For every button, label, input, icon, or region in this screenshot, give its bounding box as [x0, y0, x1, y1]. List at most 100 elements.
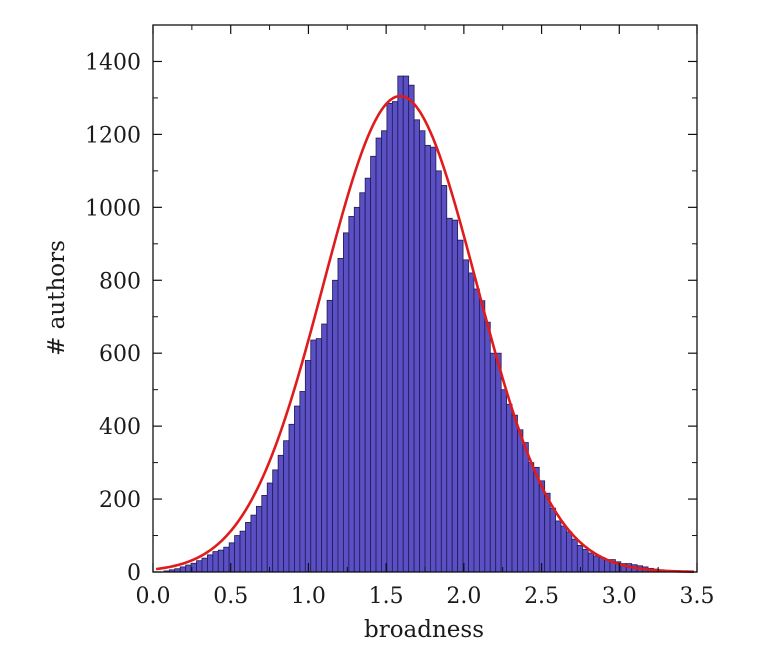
histogram-bars: [163, 75, 692, 573]
histogram-bar: [495, 352, 502, 573]
histogram-bar: [451, 219, 459, 573]
histogram-bar: [549, 507, 556, 573]
histogram-bar: [391, 101, 399, 573]
histogram-bar: [473, 288, 480, 573]
histogram-bar: [386, 103, 393, 573]
histogram-bar: [185, 564, 192, 573]
histogram-bar: [424, 144, 431, 573]
histogram-bar: [527, 462, 535, 573]
histogram-bar: [245, 522, 252, 573]
histogram-bar: [315, 338, 323, 573]
y-tick-label: 600: [99, 342, 141, 367]
x-tick-label: 1.0: [291, 584, 326, 609]
x-tick-label: 0.0: [136, 584, 171, 609]
x-tick-label: 0.5: [213, 584, 248, 609]
histogram-bar: [212, 551, 219, 573]
histogram-bar: [533, 466, 540, 573]
histogram-bar: [342, 232, 350, 573]
histogram-bar: [522, 442, 529, 573]
histogram-bar: [326, 299, 333, 573]
histogram-bar: [489, 352, 497, 573]
histogram-bar: [397, 75, 404, 573]
histogram-bar: [560, 525, 567, 573]
x-tick-label: 3.0: [602, 584, 637, 609]
histogram-bar: [402, 75, 410, 573]
histogram-bar: [593, 555, 600, 573]
y-tick-label: 1000: [85, 196, 141, 221]
y-axis-ticks: 0 200 400 600 800 1000 1200 1400: [85, 50, 697, 586]
x-tick-label: 1.5: [369, 584, 404, 609]
y-axis-label: # authors: [44, 240, 70, 356]
histogram-bar: [272, 469, 279, 573]
histogram-bar: [266, 482, 274, 573]
histogram-bar: [419, 130, 426, 573]
y-tick-label: 800: [99, 269, 141, 294]
histogram-bar: [500, 389, 508, 573]
histogram-bar: [511, 414, 518, 573]
histogram-bar: [228, 542, 236, 573]
histogram-bar: [435, 170, 442, 573]
histogram-bar: [255, 505, 263, 573]
histogram-bar: [239, 530, 246, 573]
histogram-bar: [555, 520, 562, 573]
histogram-bar: [440, 185, 448, 573]
gaussian-fit: [155, 94, 694, 573]
histogram-bar: [337, 257, 344, 573]
histogram-bar: [179, 566, 187, 573]
histogram-bar: [544, 492, 551, 573]
histogram-bar: [299, 391, 306, 573]
histogram-bar: [277, 454, 284, 573]
y-tick-label: 200: [99, 488, 141, 513]
histogram-bar: [587, 552, 595, 573]
histogram-bar: [359, 192, 366, 573]
histogram-bar: [517, 429, 524, 573]
histogram-bar: [478, 300, 486, 573]
x-axis-label: broadness: [364, 617, 484, 643]
histogram-bar: [283, 440, 290, 573]
histogram-bar: [310, 339, 317, 573]
histogram-bar: [288, 423, 295, 573]
y-tick-label: 400: [99, 415, 141, 440]
x-tick-label: 2.0: [446, 584, 481, 609]
histogram-bar: [196, 560, 203, 573]
histogram-bar: [571, 538, 578, 573]
histogram-bar: [538, 480, 546, 573]
histogram-bar: [408, 84, 415, 573]
histogram-bar: [582, 548, 589, 573]
histogram-bar: [413, 119, 420, 573]
y-tick-label: 1200: [85, 123, 141, 148]
histogram-bar: [217, 549, 225, 573]
histogram-bar: [223, 546, 230, 573]
histogram-bar: [304, 360, 312, 573]
histogram-bar: [457, 239, 464, 573]
histogram-bar: [462, 259, 469, 573]
histogram-bar: [468, 272, 475, 573]
x-tick-label: 3.5: [680, 584, 715, 609]
x-axis-ticks: 0.0 0.5 1.0 1.5 2.0 2.5 3.0 3.5: [136, 25, 715, 609]
histogram-bar: [234, 535, 241, 573]
histogram-bar: [201, 557, 208, 573]
histogram-bar: [430, 146, 437, 573]
y-tick-label: 1400: [85, 50, 141, 75]
y-tick-label: 0: [127, 561, 141, 586]
histogram-bar: [261, 495, 268, 573]
histogram-bar: [370, 155, 377, 573]
histogram-bar: [348, 216, 355, 573]
histogram-bar: [381, 130, 388, 573]
histogram-bar: [446, 217, 453, 573]
histogram-bar: [206, 554, 214, 573]
x-tick-label: 2.5: [524, 584, 559, 609]
histogram-bar: [321, 323, 328, 573]
histogram-bar: [332, 279, 339, 573]
histogram-bar: [375, 137, 382, 573]
histogram-bar: [484, 321, 491, 573]
histogram-bar: [364, 177, 372, 573]
histogram-bar: [294, 405, 301, 573]
fit-curve: [155, 94, 694, 573]
histogram-bar: [353, 206, 361, 573]
histogram-bar: [506, 403, 513, 573]
histogram-bar: [566, 531, 573, 573]
histogram-bar: [250, 514, 257, 573]
